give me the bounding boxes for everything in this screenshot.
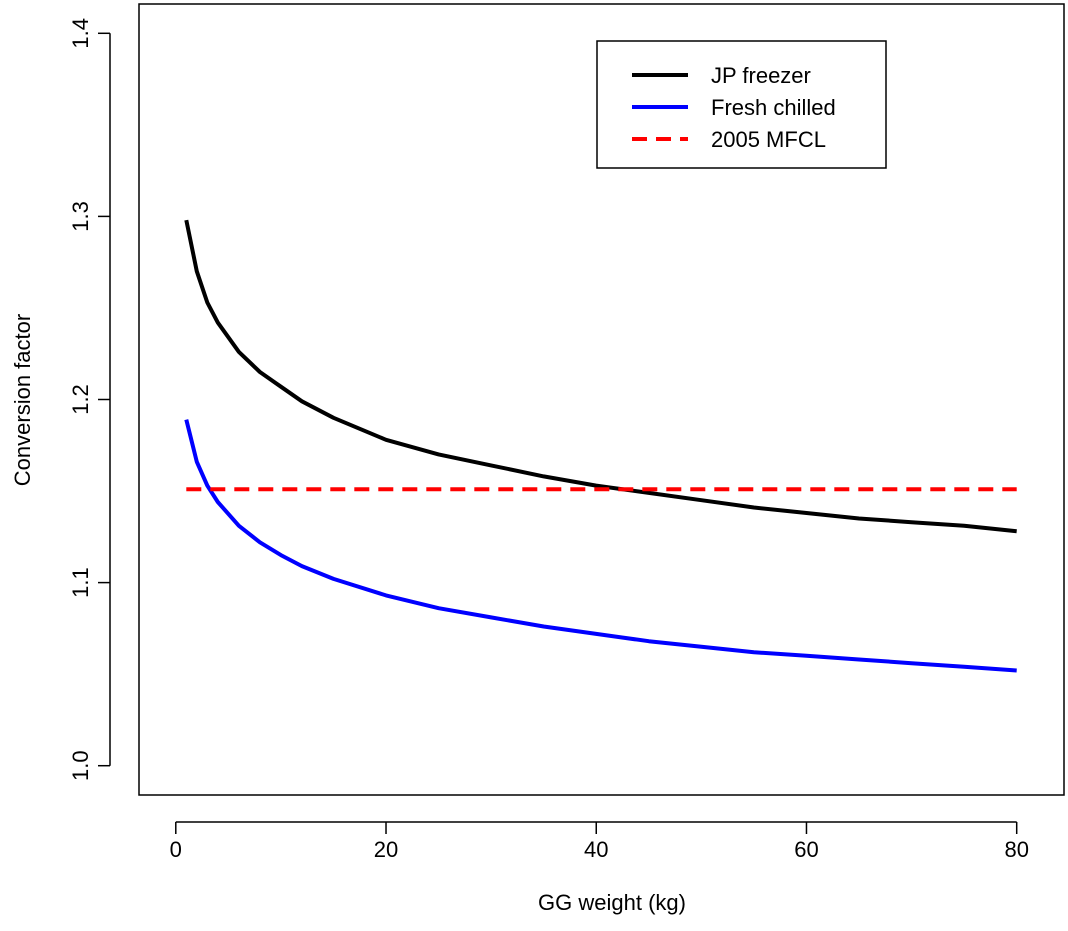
legend: JP freezer Fresh chilled 2005 MFCL: [596, 40, 887, 169]
legend-box: [596, 40, 887, 169]
x-tick-label: 0: [170, 837, 182, 862]
y-tick-label: 1.3: [68, 201, 93, 232]
legend-label: JP freezer: [711, 63, 811, 88]
y-axis-title: Conversion factor: [10, 314, 35, 486]
series-layer: [184, 219, 1017, 673]
y-tick-label: 1.2: [68, 384, 93, 415]
series-line-fresh-chilled: [184, 419, 1017, 673]
series-line-jp-freezer: [184, 219, 1017, 534]
x-tick-label: 80: [1004, 837, 1028, 862]
legend-label: Fresh chilled: [711, 95, 836, 120]
y-tick-label: 1.1: [68, 567, 93, 598]
x-tick-label: 40: [584, 837, 608, 862]
y-axis: 1.0 1.1 1.2 1.3 1.4: [68, 18, 111, 781]
x-tick-label: 60: [794, 837, 818, 862]
x-axis: 0 20 40 60 80: [170, 821, 1029, 862]
x-tick-label: 20: [374, 837, 398, 862]
plot-frame: [138, 3, 1065, 796]
legend-label: 2005 MFCL: [711, 127, 826, 152]
x-axis-title: GG weight (kg): [538, 890, 686, 915]
y-tick-label: 1.0: [68, 750, 93, 781]
y-tick-label: 1.4: [68, 18, 93, 49]
